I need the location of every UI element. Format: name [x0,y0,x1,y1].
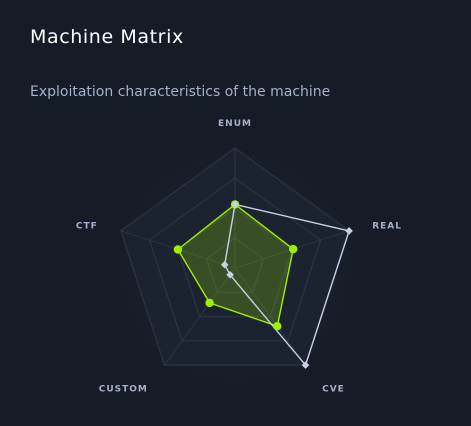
axis-label-ctf: CTF [76,221,98,231]
radar-axis-labels: ENUM REAL CVE CUSTOM CTF [76,119,402,395]
series-1-point-real [289,244,298,254]
series-2-point-ctf [220,260,229,269]
series-1-point-ctf [173,245,183,254]
card-title: Machine Matrix [30,26,184,48]
axis-label-custom: CUSTOM [99,385,148,395]
series-1-area [177,203,294,327]
series-1-point-cve [273,322,282,331]
series-1-point-custom [205,298,214,308]
series-2-area [223,203,350,366]
series-2-point-cve [301,361,310,369]
axis-label-enum: ENUM [218,119,252,129]
series-2-point-real [345,227,353,235]
series-2-point-custom [226,271,234,279]
grid-ring-1 [205,237,265,293]
grid-spoke-cve [234,267,306,366]
grid-spoke-custom [164,267,236,366]
axis-label-real: REAL [372,221,402,231]
radar-series [173,200,353,369]
grid-ring-3 [148,177,322,342]
card-subtitle: Exploitation characteristics of the mach… [30,84,331,100]
axis-label-cve: CVE [322,385,345,395]
series-2-point-enum [231,200,239,209]
